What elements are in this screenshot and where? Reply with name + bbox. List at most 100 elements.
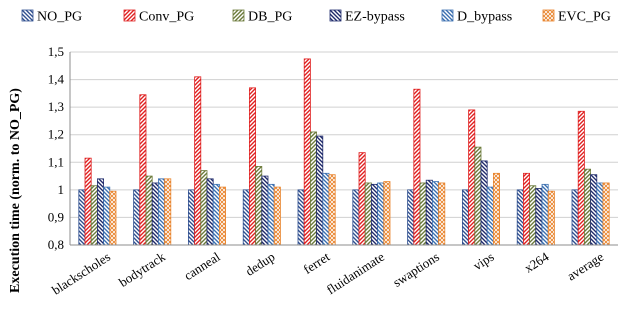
bar-no-pg-blackscholes: [78, 189, 86, 246]
bar-no-pg-average: [571, 189, 579, 246]
legend-label: NO_PG: [37, 10, 82, 25]
bar-no-pg-swaptions: [407, 189, 415, 246]
x-tick-label: fluidanimate: [324, 249, 387, 297]
bar-conv-pg-fluidanimate: [358, 152, 366, 246]
bar-ez-bypass-canneal: [206, 178, 214, 246]
y-tick-label: 1: [58, 182, 65, 197]
bar-db-pg-ferret: [309, 131, 317, 246]
bar-no-pg-bodytrack: [133, 189, 141, 246]
x-tick-label: average: [564, 249, 606, 284]
legend-label: EVC_PG: [558, 10, 611, 25]
bar-no-pg-canneal: [187, 189, 195, 246]
bar-d-bypass-blackscholes: [103, 186, 111, 246]
bar-db-pg-fluidanimate: [364, 182, 372, 246]
y-tick-label: 0,9: [48, 209, 64, 224]
bar-conv-pg-ferret: [303, 58, 311, 246]
legend-swatch: [542, 9, 555, 22]
bar-db-pg-canneal: [200, 170, 208, 246]
bar-d-bypass-swaptions: [431, 181, 439, 246]
bar-ez-bypass-ferret: [316, 135, 324, 246]
bar-no-pg-fluidanimate: [352, 189, 360, 246]
bar-ez-bypass-swaptions: [425, 179, 433, 246]
bar-db-pg-blackscholes: [90, 185, 98, 246]
legend-swatch: [329, 9, 342, 22]
bar-evc-pg-canneal: [218, 186, 226, 246]
legend-item-no-pg: NO_PG: [21, 9, 82, 25]
bar-evc-pg-fluidanimate: [383, 181, 391, 246]
bar-conv-pg-average: [577, 110, 585, 246]
bar-evc-pg-dedup: [273, 186, 281, 246]
bar-ez-bypass-vips: [480, 160, 488, 246]
bar-ez-bypass-average: [590, 174, 598, 246]
y-tick-label: 0,8: [48, 237, 64, 252]
x-tick-label: vips: [470, 249, 496, 273]
y-tick-label: 1,1: [48, 154, 64, 169]
legend-item-evc-pg: EVC_PG: [542, 9, 611, 25]
bar-evc-pg-vips: [492, 172, 500, 246]
bar-d-bypass-vips: [486, 186, 494, 246]
bar-db-pg-swaptions: [419, 182, 427, 246]
bar-evc-pg-bodytrack: [164, 178, 172, 246]
legend-item-conv-pg: Conv_PG: [123, 9, 194, 25]
legend: NO_PG Conv_PG DB_PG EZ-bypass D_bypass EVC_PG: [21, 9, 611, 25]
bar-evc-pg-average: [602, 182, 610, 246]
bar-conv-pg-dedup: [248, 87, 256, 246]
bar-d-bypass-canneal: [212, 183, 220, 246]
legend-label: D_bypass: [457, 10, 512, 25]
x-tick-label: dedup: [243, 249, 278, 279]
x-tick-label: canneal: [181, 249, 223, 283]
legend-swatch: [232, 9, 245, 22]
bar-evc-pg-swaptions: [438, 182, 446, 246]
bar-db-pg-dedup: [255, 166, 263, 246]
bar-ez-bypass-fluidanimate: [370, 183, 378, 246]
bar-evc-pg-ferret: [328, 174, 336, 246]
legend-label: Conv_PG: [139, 10, 194, 25]
bar-no-pg-ferret: [297, 189, 305, 246]
legend-item-db-pg: DB_PG: [232, 9, 292, 25]
bar-conv-pg-vips: [468, 109, 476, 246]
bar-d-bypass-fluidanimate: [377, 182, 385, 246]
bar-d-bypass-average: [596, 182, 604, 246]
bar-d-bypass-dedup: [267, 183, 275, 246]
legend-label: EZ-bypass: [345, 10, 405, 25]
bar-no-pg-x264: [516, 189, 524, 246]
y-tick-label: 1,5: [48, 44, 64, 59]
x-tick-label: bodytrack: [116, 249, 168, 290]
bar-db-pg-x264: [529, 185, 537, 246]
axes: [69, 52, 618, 246]
legend-item-d-bypass: D_bypass: [441, 9, 512, 25]
legend-swatch: [441, 9, 454, 22]
legend-label: DB_PG: [248, 10, 292, 25]
legend-swatch: [123, 9, 136, 22]
x-tick-label: ferret: [300, 249, 332, 277]
bar-db-pg-bodytrack: [145, 175, 153, 246]
bar-conv-pg-bodytrack: [139, 94, 147, 246]
bar-conv-pg-swaptions: [413, 88, 421, 246]
bar-db-pg-average: [584, 168, 592, 246]
bar-ez-bypass-dedup: [261, 175, 269, 246]
y-tick-label: 1,2: [48, 127, 64, 142]
y-axis-label: Execution time (norm. to NO_PG): [8, 88, 23, 293]
y-tick-label: 1,3: [48, 99, 64, 114]
bar-conv-pg-blackscholes: [84, 157, 92, 246]
bar-d-bypass-ferret: [322, 172, 330, 246]
legend-swatch: [21, 9, 34, 22]
bar-d-bypass-x264: [541, 183, 549, 246]
tick-labels: 0,8 0,9 1 1,1 1,2 1,3 1,4 1,5 blackscholes bodytr…: [48, 44, 607, 298]
bar-ez-bypass-bodytrack: [151, 182, 159, 246]
bar-ez-bypass-blackscholes: [97, 178, 105, 246]
bar-ez-bypass-x264: [535, 188, 543, 246]
bar-no-pg-dedup: [242, 189, 250, 246]
y-tick-label: 1,4: [48, 72, 65, 87]
bar-conv-pg-x264: [523, 172, 531, 246]
bar-d-bypass-bodytrack: [157, 178, 165, 246]
bar-db-pg-vips: [474, 146, 482, 246]
x-tick-label: x264: [521, 249, 551, 276]
bar-evc-pg-x264: [547, 190, 555, 246]
x-tick-label: swaptions: [390, 249, 442, 290]
bar-evc-pg-blackscholes: [109, 190, 117, 246]
legend-item-ez-bypass: EZ-bypass: [329, 9, 405, 25]
x-tick-label: blackscholes: [49, 249, 113, 298]
bar-no-pg-vips: [461, 189, 469, 246]
